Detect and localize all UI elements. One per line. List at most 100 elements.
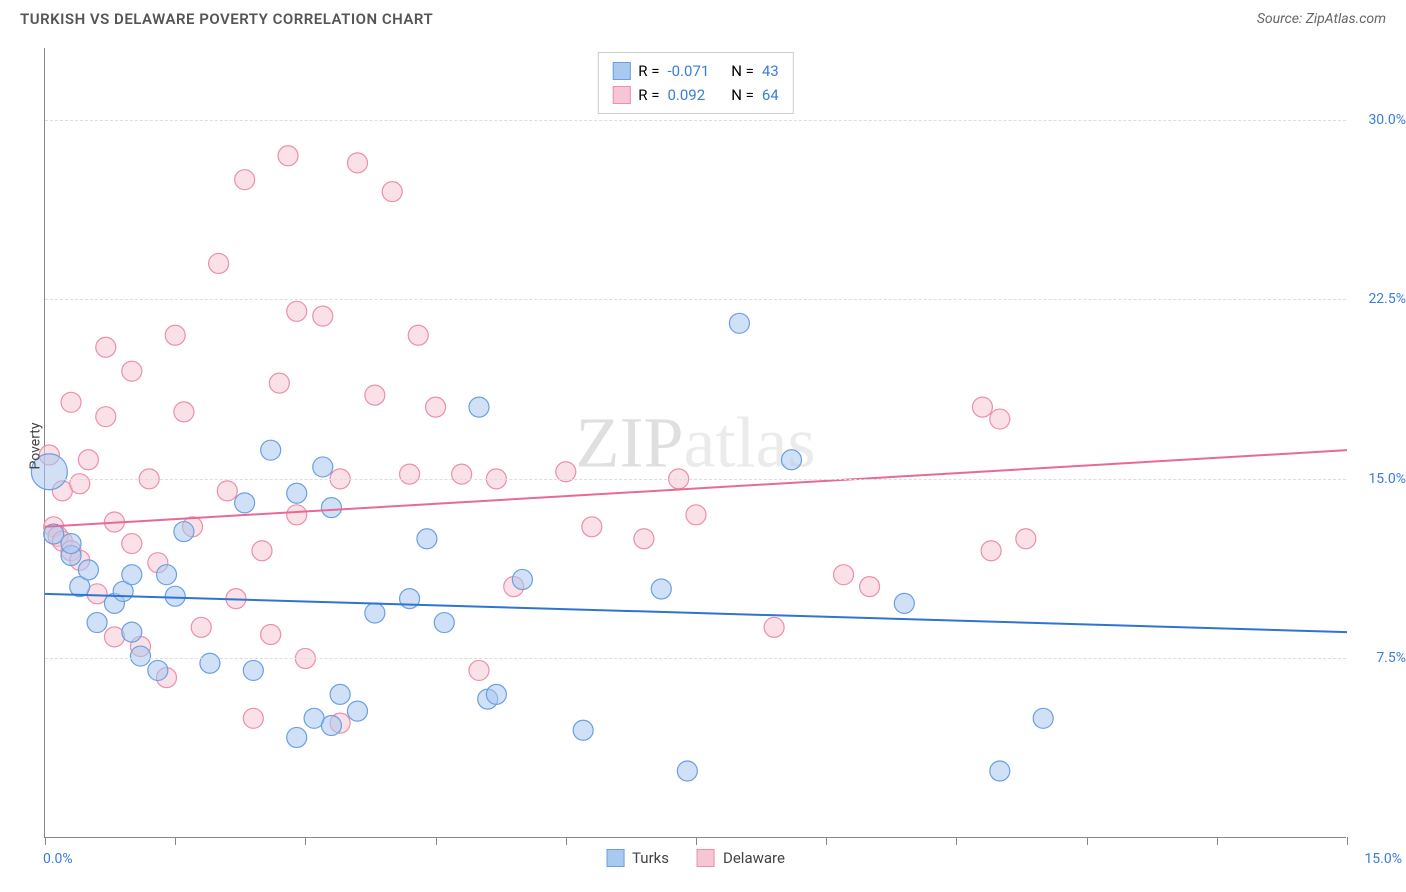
data-point [61,392,81,412]
x-tick [1217,837,1218,845]
grid-line [45,299,1346,300]
data-point [261,440,281,460]
data-point [321,715,341,735]
data-point [243,660,263,680]
legend-swatch [697,849,715,867]
data-point [1016,529,1036,549]
data-point [452,464,472,484]
data-point [834,565,854,585]
y-tick-label: 30.0% [1368,112,1406,128]
data-point [61,534,81,554]
stats-row: R = -0.071 N = 43 [612,59,778,83]
data-point [200,653,220,673]
data-point [191,617,211,637]
trend-line [45,594,1347,632]
x-tick [305,837,306,845]
data-point [278,146,298,166]
data-point [582,517,602,537]
legend-item: Turks [606,849,669,867]
data-point [651,579,671,599]
data-point [122,622,142,642]
legend: Turks Delaware [606,849,785,867]
data-point [347,153,367,173]
y-tick-label: 22.5% [1368,291,1406,307]
stat-n-label: N = [727,83,753,107]
x-tick-label: 0.0% [43,851,73,867]
stat-n-value: 64 [762,83,779,107]
data-point [130,646,150,666]
data-point [209,253,229,273]
data-point [217,481,237,501]
data-point [1033,708,1053,728]
legend-item: Delaware [697,849,785,867]
data-point [486,684,506,704]
data-point [330,684,350,704]
y-axis-label: Poverty [28,422,44,469]
legend-swatch [612,62,630,80]
data-point [426,397,446,417]
data-point [313,306,333,326]
data-point [96,407,116,427]
stat-n-label: N = [727,59,753,83]
data-point [634,529,654,549]
data-point [365,385,385,405]
data-point [860,577,880,597]
data-point [764,617,784,637]
data-point [148,660,168,680]
data-point [382,182,402,202]
data-point [990,409,1010,429]
data-point [434,613,454,633]
y-tick-label: 15.0% [1368,471,1406,487]
data-point [417,529,437,549]
data-point [157,565,177,585]
data-point [122,565,142,585]
data-point [990,761,1010,781]
data-point [408,325,428,345]
source-label: Source: ZipAtlas.com [1257,11,1386,27]
y-tick-label: 7.5% [1376,650,1406,666]
legend-swatch [606,849,624,867]
chart-plot-area: ZIPatlas R = -0.071 N = 43 R = 0.092 N =… [44,48,1346,838]
x-tick [175,837,176,845]
x-tick [826,837,827,845]
data-point [972,397,992,417]
x-tick [1087,837,1088,845]
data-point [469,660,489,680]
data-point [287,727,307,747]
legend-label: Turks [632,849,669,867]
data-point [122,361,142,381]
grid-line [45,120,1346,121]
data-point [321,498,341,518]
stats-box: R = -0.071 N = 43 R = 0.092 N = 64 [597,52,793,114]
data-point [87,613,107,633]
x-tick-label: 15.0% [1364,851,1402,867]
data-point [96,337,116,357]
legend-swatch [612,86,630,104]
x-tick [45,837,46,845]
stat-r-label: R = [638,83,659,107]
data-point [686,505,706,525]
data-point [573,720,593,740]
chart-title: TURKISH VS DELAWARE POVERTY CORRELATION … [20,10,433,28]
data-point [894,593,914,613]
legend-label: Delaware [723,849,785,867]
data-point [347,701,367,721]
data-point [165,586,185,606]
data-point [122,534,142,554]
data-point [269,373,289,393]
data-point [287,505,307,525]
grid-line [45,658,1346,659]
data-point [252,541,272,561]
stat-r-value: 0.092 [667,83,719,107]
stat-n-value: 43 [762,59,779,83]
data-point [287,301,307,321]
data-point [174,522,194,542]
data-point [981,541,1001,561]
scatter-svg [45,48,1346,837]
data-point [400,464,420,484]
stats-row: R = 0.092 N = 64 [612,83,778,107]
data-point [261,625,281,645]
data-point [677,761,697,781]
x-tick [566,837,567,845]
stat-r-value: -0.071 [667,59,719,83]
